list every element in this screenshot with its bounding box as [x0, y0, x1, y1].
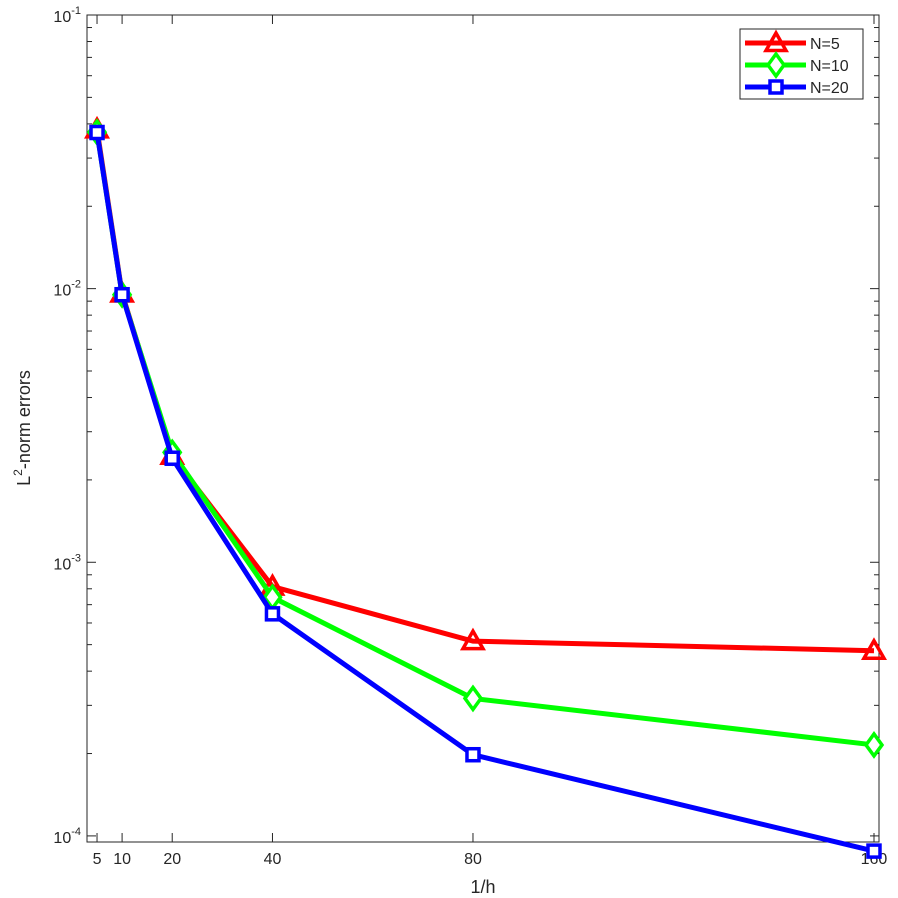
- y-axis-label-sup: 2: [11, 469, 25, 476]
- y-tick-base: 10: [53, 9, 71, 26]
- y-tick-label: 10-4: [53, 826, 81, 847]
- data-point: [462, 684, 484, 713]
- x-tick-label: 5: [93, 851, 102, 868]
- data-point: [860, 637, 888, 660]
- legend-swatch-marker: [768, 79, 784, 95]
- data-point: [164, 450, 180, 466]
- y-tick-label: 10-1: [53, 5, 81, 26]
- y-axis-label-rest: -norm errors: [14, 370, 34, 469]
- legend-label: N=5: [810, 36, 840, 53]
- legend-label: N=10: [810, 58, 849, 75]
- y-tick-exponent: -4: [71, 826, 81, 838]
- x-tick-label: 10: [113, 851, 131, 868]
- series-N=20: [89, 124, 882, 859]
- series-layer: [84, 115, 888, 859]
- legend-label: N=20: [810, 80, 849, 97]
- x-tick-label: 80: [464, 851, 482, 868]
- y-tick-label: 10-2: [53, 279, 81, 300]
- plot-area: [86, 14, 880, 843]
- data-point: [866, 843, 882, 859]
- data-point: [465, 746, 481, 763]
- series-line: [94, 132, 875, 854]
- x-tick-label: 40: [264, 851, 282, 868]
- x-axis-label: 1/h: [470, 877, 495, 897]
- y-tick-exponent: -2: [71, 279, 81, 291]
- y-tick-exponent: -3: [71, 552, 81, 564]
- data-point: [89, 124, 105, 141]
- legend-swatch-marker: [765, 51, 787, 79]
- legend: N=5 N=10 N=20: [739, 28, 864, 100]
- y-tick-base: 10: [53, 283, 71, 300]
- data-point: [114, 286, 130, 303]
- y-axis-ticks: 10-110-210-310-4: [53, 5, 879, 847]
- data-point: [863, 730, 885, 759]
- y-axis-label: L2-norm errors: [11, 370, 34, 486]
- y-tick-label: 10-3: [53, 552, 81, 573]
- y-tick-exponent: -1: [71, 5, 81, 17]
- legend-swatch-marker: [762, 29, 790, 53]
- x-tick-label: 20: [163, 851, 181, 868]
- y-axis-label-main: L: [14, 476, 34, 486]
- y-tick-base: 10: [53, 830, 71, 847]
- data-point: [264, 606, 281, 622]
- y-tick-base: 10: [53, 556, 71, 573]
- data-point: [459, 627, 486, 651]
